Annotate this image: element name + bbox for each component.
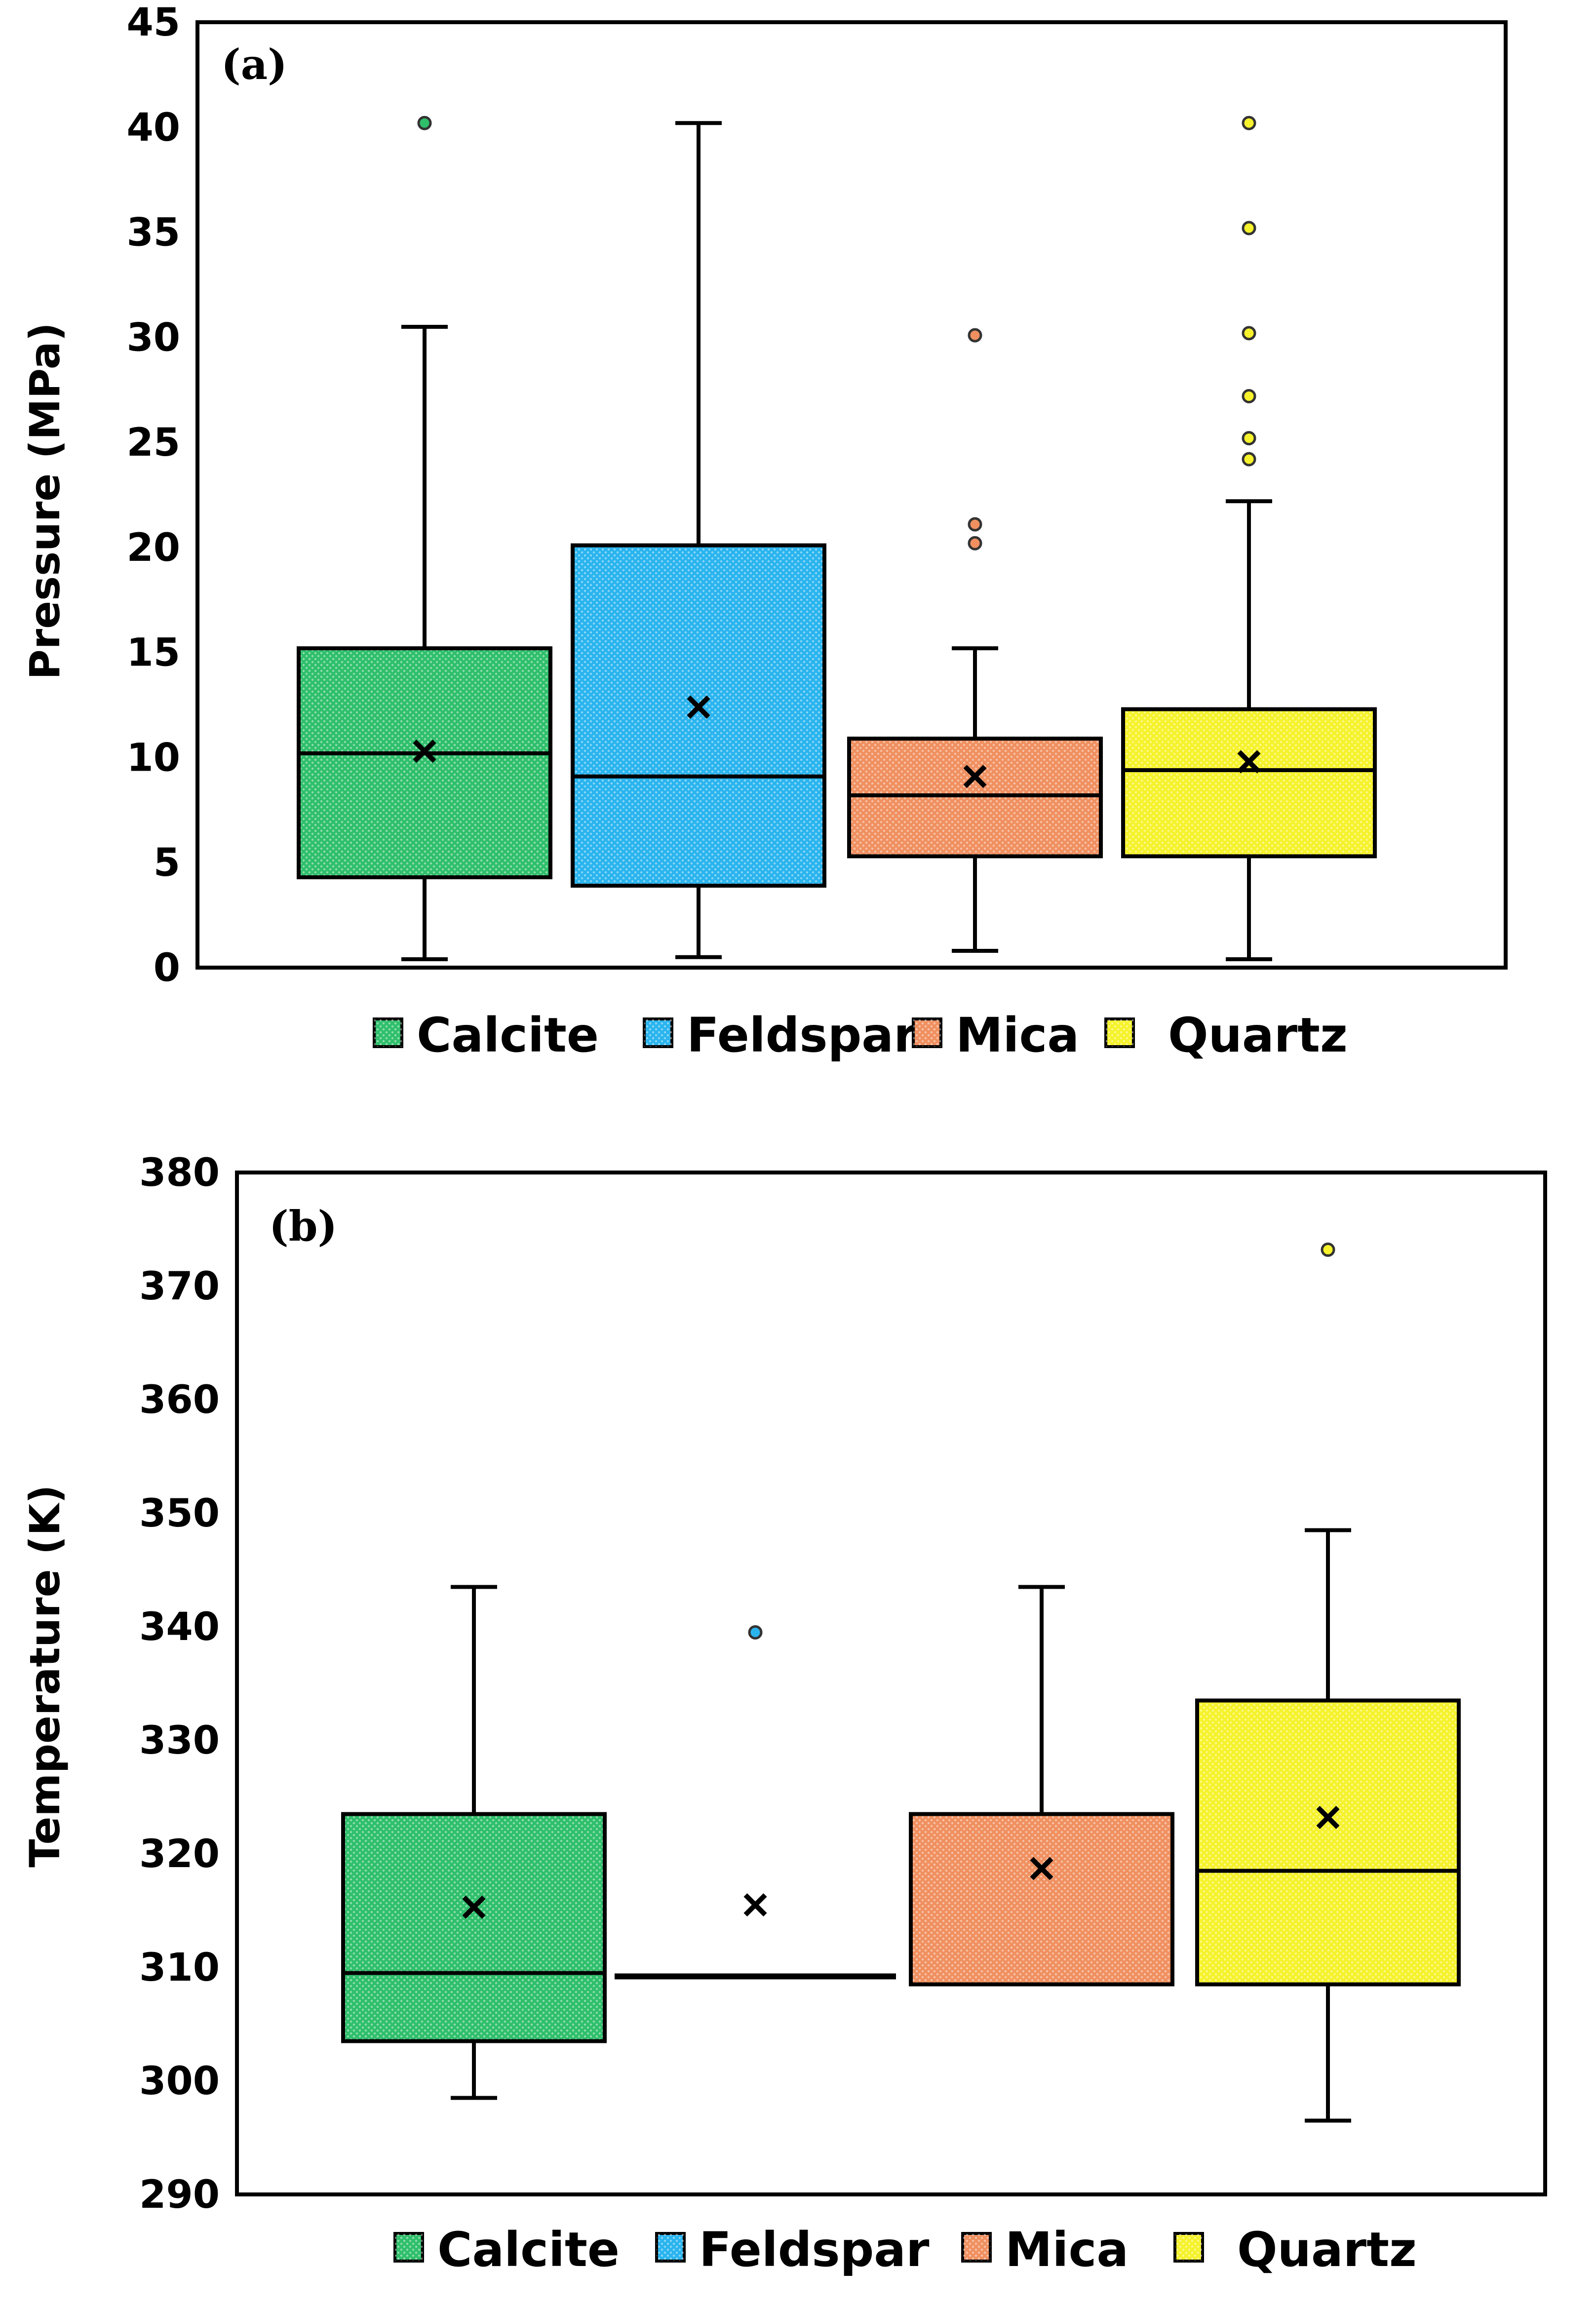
legend-item-feldspar: Feldspar [655, 2222, 930, 2277]
legend-item-calcite: Calcite [373, 1008, 599, 1063]
legend-item-quartz: Quartz [1173, 2222, 1417, 2277]
box-quartz-a [1121, 116, 1377, 961]
chart-panel-a: (a) Pressure (MPa) 0 5 10 15 20 25 30 35 40 45 Ca… [21, 0, 1508, 1063]
y-tick-label: 25 [126, 421, 180, 465]
box-outline [1121, 707, 1377, 859]
legend-swatch-texture [913, 1019, 941, 1047]
outlier-point [1242, 221, 1256, 235]
y-tick-label: 5 [154, 841, 180, 885]
mean-marker [1030, 1857, 1053, 1880]
chart-panel-b: (b) Temperature (K) 290 300 310 320 330 340 35… [21, 1151, 1547, 2277]
box-outline [297, 646, 552, 880]
mean-marker [743, 1893, 767, 1917]
outlier-point [968, 328, 982, 343]
plot-area-b: 290 300 310 320 330 340 350 360 370 380 [139, 1151, 1547, 2217]
y-tick-label: 10 [126, 736, 180, 780]
legend-b: Calcite Feldspar Mica Quartz [393, 2222, 1417, 2277]
legend-a: Calcite Feldspar Mica Quartz [373, 1008, 1348, 1063]
y-tick-label: 30 [126, 315, 180, 360]
legend-label: Mica [1005, 2222, 1129, 2277]
y-tick-label: 350 [139, 1491, 220, 1536]
box-outline [847, 737, 1103, 859]
legend-swatch-texture [1175, 2233, 1203, 2261]
box-outline [341, 1812, 607, 2043]
legend-swatch-texture [374, 1019, 402, 1047]
box-mica-a [847, 328, 1103, 953]
mean-marker [1237, 750, 1261, 774]
outlier-point [417, 116, 432, 130]
box-outline [571, 543, 826, 888]
outlier-point [1242, 326, 1256, 341]
mean-marker [687, 695, 710, 719]
mean-marker [413, 740, 436, 763]
outlier-point [748, 1625, 763, 1640]
y-axis-label-a: Pressure (MPa) [21, 322, 69, 680]
legend-label: Quartz [1168, 1008, 1348, 1063]
y-tick-label: 290 [139, 2173, 220, 2217]
y-tick-label: 35 [126, 211, 180, 255]
box-mica-b [909, 1585, 1174, 1987]
outlier-point [1242, 452, 1256, 467]
y-tick-label: 300 [139, 2059, 220, 2104]
legend-label: Feldspar [699, 2222, 930, 2277]
plot-frame [235, 1171, 1547, 2196]
outlier-point [968, 536, 982, 550]
y-tick-label: 380 [139, 1151, 220, 1195]
panel-label-a: (a) [221, 40, 287, 89]
mean-marker [963, 765, 987, 788]
y-tick-label: 330 [139, 1719, 220, 1763]
y-tick-label: 0 [154, 946, 180, 990]
box-quartz-b [1195, 1242, 1461, 2123]
plot-area-a: 0 5 10 15 20 25 30 35 40 45 [126, 0, 1508, 990]
y-tick-label: 310 [139, 1946, 220, 1990]
legend-label: Feldspar [687, 1008, 917, 1063]
y-tick-label: 45 [126, 0, 180, 45]
y-tick-label: 320 [139, 1832, 220, 1876]
legend-item-mica: Mica [961, 2222, 1129, 2277]
y-axis-label-b: Temperature (K) [21, 1485, 69, 1867]
panel-label-b: (b) [269, 1202, 337, 1251]
legend-label: Mica [956, 1008, 1079, 1063]
y-tick-label: 20 [126, 526, 180, 570]
box-calcite-a [297, 116, 552, 961]
outlier-point [968, 517, 982, 532]
y-tick-label: 40 [126, 106, 180, 150]
outlier-point [1242, 389, 1256, 403]
legend-label: Quartz [1237, 2222, 1417, 2277]
y-tick-label: 15 [126, 631, 180, 675]
box-outline [909, 1812, 1174, 1987]
mean-marker [1316, 1805, 1340, 1829]
outlier-point [1242, 116, 1256, 130]
box-calcite-b [341, 1585, 607, 2100]
legend-swatch-texture [657, 2233, 684, 2261]
legend-label: Calcite [417, 1008, 599, 1063]
outlier-point [1321, 1242, 1335, 1257]
mean-marker [462, 1895, 486, 1919]
legend-item-calcite: Calcite [393, 2222, 620, 2277]
y-tick-label: 360 [139, 1378, 220, 1422]
box-feldspar-b [615, 1625, 896, 1980]
y-tick-label: 340 [139, 1605, 220, 1649]
legend-item-feldspar: Feldspar [643, 1008, 917, 1063]
box-outline [1195, 1698, 1461, 1987]
box-feldspar-a [571, 121, 826, 959]
legend-swatch-texture [963, 2233, 990, 2261]
y-tick-label: 370 [139, 1264, 220, 1309]
legend-swatch-texture [644, 1019, 672, 1047]
legend-item-mica: Mica [912, 1008, 1079, 1063]
legend-swatch-texture [1106, 1019, 1133, 1047]
outlier-point [1242, 431, 1256, 446]
legend-item-quartz: Quartz [1104, 1008, 1348, 1063]
plot-frame [195, 20, 1508, 970]
legend-label: Calcite [437, 2222, 620, 2277]
legend-swatch-texture [395, 2233, 423, 2261]
